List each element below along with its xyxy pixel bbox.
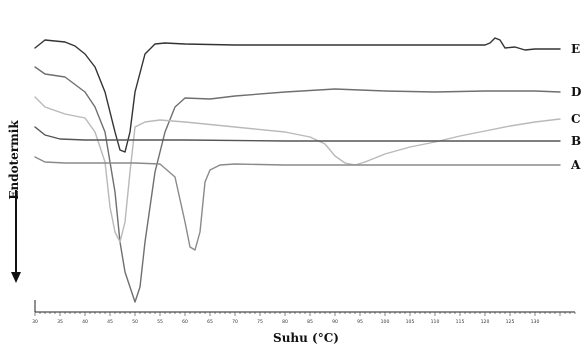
x-tick-label: 85 — [307, 319, 313, 325]
x-tick-label: 45 — [107, 319, 113, 325]
x-tick-label: 60 — [182, 319, 188, 325]
curve-label-e: E — [571, 42, 580, 56]
x-tick-label: 40 — [82, 319, 88, 325]
x-tick-label: 70 — [232, 319, 238, 325]
x-tick-label: 90 — [332, 319, 338, 325]
curve-a — [34, 156, 561, 251]
x-tick-label: 115 — [456, 319, 465, 325]
curve-label-c: C — [571, 112, 581, 126]
x-tick-label: 35 — [57, 319, 63, 325]
curve-b — [34, 126, 561, 142]
curve-d — [34, 66, 561, 303]
x-tick-label: 50 — [132, 319, 138, 325]
x-axis-label: Suhu (°C) — [273, 331, 339, 345]
x-tick-label: 95 — [357, 319, 363, 325]
curve-label-b: B — [571, 134, 581, 148]
curve-label-d: D — [571, 85, 581, 99]
x-tick-label: 110 — [431, 319, 440, 325]
x-tick-label: 55 — [157, 319, 163, 325]
x-tick-label: 130 — [531, 319, 540, 325]
x-tick-label: 80 — [282, 319, 288, 325]
x-tick-label: 65 — [207, 319, 213, 325]
x-tick-label: 125 — [506, 319, 515, 325]
x-tick-label: 30 — [32, 319, 38, 325]
x-tick-label: 105 — [406, 319, 415, 325]
x-tick-label: 75 — [257, 319, 263, 325]
x-axis-tick-labels: 30 35 40 45 50 55 60 65 70 75 80 85 90 95 100 105 110 115… — [32, 319, 539, 325]
x-tick-label: 120 — [481, 319, 490, 325]
endotherm-arrow-head — [11, 272, 21, 283]
curve-e — [34, 37, 561, 153]
curve-label-a: A — [570, 158, 581, 172]
x-tick-label: 100 — [381, 319, 390, 325]
curves-group — [34, 37, 561, 303]
curve-c — [34, 96, 561, 243]
x-axis-ticks — [34, 312, 576, 316]
y-axis-label: Endotermik — [7, 120, 21, 200]
